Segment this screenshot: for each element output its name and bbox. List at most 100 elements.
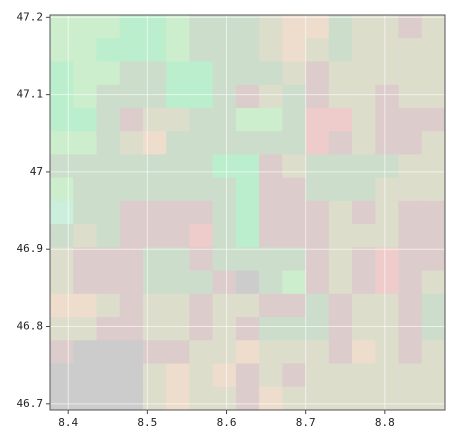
cell [305,107,330,132]
cell [235,270,260,295]
cell [235,293,260,318]
cell [235,317,260,341]
cell [375,84,400,109]
cell [398,270,423,295]
cell [189,154,214,179]
cell [212,317,237,341]
cell [328,363,353,388]
cell [421,293,446,318]
cell [328,340,353,365]
cell [50,15,74,39]
cell [352,15,376,39]
cell [375,363,400,388]
cell [189,317,214,341]
cell [259,340,283,365]
x-tick-label: 8.6 [217,416,237,429]
cell [119,363,144,388]
cell [328,200,353,225]
x-tick-label: 8.5 [137,416,157,429]
cell [166,154,190,179]
cell [96,317,121,341]
cell [235,386,260,411]
cell [259,270,283,295]
cell [398,154,423,179]
cell [189,293,214,318]
cell [212,177,237,202]
cell [235,131,260,155]
cell [375,154,400,179]
cell [328,270,353,295]
cell [50,177,74,202]
cell [73,131,97,155]
cell [142,224,167,248]
cell [189,270,214,295]
cell [375,61,400,86]
y-tick-label: 46.7 [17,397,44,410]
cell [352,247,376,272]
cell [235,340,260,365]
y-tick-label: 46.8 [17,320,44,333]
cell [421,363,446,388]
cell [119,38,144,62]
cell [421,200,446,225]
plot-frame [49,14,446,411]
cell [50,61,74,86]
cell [189,84,214,109]
cell [189,107,214,132]
cell [166,363,190,388]
cell [421,131,446,155]
cell [119,270,144,295]
cell [328,224,353,248]
cell [375,224,400,248]
cell [189,15,214,39]
cell [235,38,260,62]
cell [166,131,190,155]
cell [398,84,423,109]
cell [235,247,260,272]
cell [50,131,74,155]
cell [50,154,74,179]
cell [166,317,190,341]
cell [73,317,97,341]
cell [235,15,260,39]
cell [212,107,237,132]
cell [142,177,167,202]
cell [305,363,330,388]
cell [142,131,167,155]
cell [282,200,307,225]
cell [212,270,237,295]
cell [189,247,214,272]
cell [189,61,214,86]
cell [421,386,446,411]
cell [50,84,74,109]
cell [282,317,307,341]
cell [50,340,74,365]
cell [398,363,423,388]
cell [96,84,121,109]
cell [166,177,190,202]
cell [398,177,423,202]
cell [73,38,97,62]
cell [119,154,144,179]
cell [235,84,260,109]
cell [421,317,446,341]
cell [96,224,121,248]
cell [96,340,121,365]
cell [259,363,283,388]
cell [328,154,353,179]
cell [73,61,97,86]
cell [119,107,144,132]
cell [119,200,144,225]
cell [259,61,283,86]
cell [142,154,167,179]
cell [212,84,237,109]
cell [375,270,400,295]
cell [421,154,446,179]
cell [328,293,353,318]
cell [282,154,307,179]
cell [73,293,97,318]
cell [259,224,283,248]
cell [166,200,190,225]
cell [189,386,214,411]
cell [119,84,144,109]
